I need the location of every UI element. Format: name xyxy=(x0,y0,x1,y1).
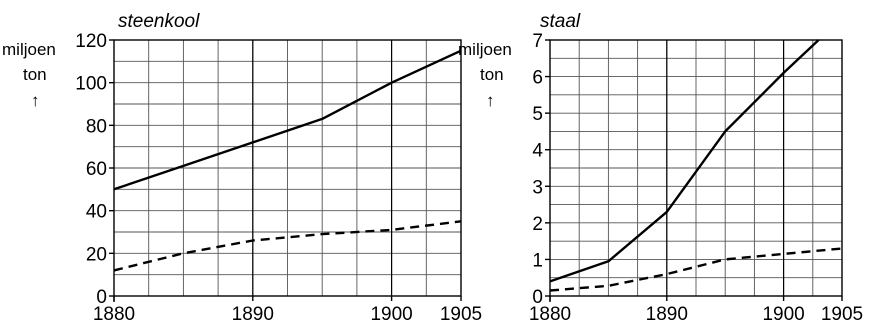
y-axis-label-unit-2: miljoen xyxy=(458,40,512,59)
chart2-x-tick-label: 1905 xyxy=(821,304,863,325)
chart2-y-tick-label: 4 xyxy=(532,141,543,162)
chart1-x-tick-label: 1890 xyxy=(232,304,274,325)
y-axis-label-unit-1: miljoen xyxy=(2,40,56,59)
chart1-y-tick-label: 100 xyxy=(75,74,107,95)
chart2-y-tick-label: 0 xyxy=(532,287,543,308)
chart1-y-tick-label: 40 xyxy=(86,202,107,223)
y-axis-arrow-1: ↑ xyxy=(31,91,40,110)
chart2-y-tick-label: 1 xyxy=(532,250,543,271)
chart2-y-tick-label: 6 xyxy=(532,68,543,89)
chart2-y-tick-label: 7 xyxy=(532,31,543,52)
chart2-x-tick-label: 1890 xyxy=(646,304,688,325)
chart1-y-tick-label: 20 xyxy=(86,244,107,265)
chart2-x-tick-label: 1880 xyxy=(529,304,571,325)
chart1-series-solid-line xyxy=(113,49,462,191)
chart2-y-tick-label: 3 xyxy=(532,177,543,198)
chart1-y-tick-label: 0 xyxy=(96,287,107,308)
chart1-x-tick-label: 1900 xyxy=(370,304,412,325)
chart1-y-tick-label: 80 xyxy=(86,116,107,137)
chart-title-staal: staal xyxy=(540,11,581,32)
chart2-series-dashed-line xyxy=(549,247,843,292)
chart-title-steenkool: steenkool xyxy=(118,11,200,32)
chart1-x-tick-label: 1880 xyxy=(93,304,135,325)
chart2-x-tick-label: 1900 xyxy=(762,304,804,325)
chart1-x-tick-label: 1905 xyxy=(440,304,482,325)
chart1-y-tick-label: 60 xyxy=(86,159,107,180)
chart1-series-dashed-line xyxy=(113,220,462,272)
y-axis-label-ton-2: ton xyxy=(480,65,504,84)
chart2-series-solid-line xyxy=(549,39,820,283)
y-axis-label-ton-1: ton xyxy=(23,65,47,84)
chart2-y-tick-label: 2 xyxy=(532,214,543,235)
chart1-y-tick-label: 120 xyxy=(75,31,107,52)
y-axis-arrow-2: ↑ xyxy=(486,91,495,110)
chart2-plot-frame xyxy=(549,39,843,297)
chart2-y-tick-label: 5 xyxy=(532,104,543,125)
